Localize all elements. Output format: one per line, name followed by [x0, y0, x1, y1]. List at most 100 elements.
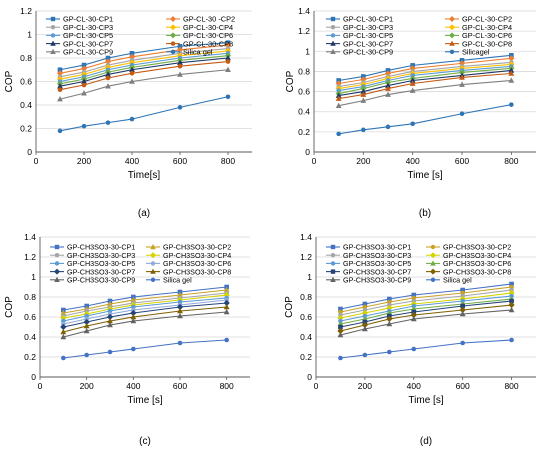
- series-line: [338, 79, 512, 107]
- data-point: [508, 301, 515, 309]
- legend-label: GP-CL-30-CP9: [343, 48, 393, 57]
- series-line: [63, 299, 227, 325]
- data-point: [129, 51, 135, 56]
- series-line: [338, 69, 512, 97]
- legend-swatch-marker: [330, 253, 336, 258]
- legend-item: GP-CH3SO3-30-CP4: [426, 251, 511, 260]
- legend-item: GP-CH3SO3-30-CP2: [146, 243, 231, 252]
- legend-swatch-marker: [449, 40, 455, 46]
- legend-label: GP-CH3SO3-30-CP2: [163, 243, 231, 252]
- series-line: [59, 52, 229, 83]
- series-line: [59, 44, 229, 74]
- data-point: [81, 82, 87, 88]
- data-point: [387, 349, 392, 355]
- legend-label: GP-CL-30-CP6: [462, 31, 512, 40]
- data-point: [386, 320, 393, 327]
- data-point: [460, 303, 465, 309]
- data-point: [410, 121, 415, 127]
- legend-label: GP-CH3SO3-30-CP6: [163, 259, 231, 268]
- data-point: [57, 87, 63, 93]
- series-line: [59, 55, 229, 85]
- data-point: [385, 82, 391, 88]
- y-tick-label: 1.4: [300, 232, 312, 242]
- data-point: [459, 111, 465, 117]
- data-point: [83, 327, 90, 334]
- y-tick-label: 0.8: [20, 53, 32, 63]
- legend-swatch-marker: [54, 244, 60, 250]
- data-point: [337, 331, 344, 338]
- legend-label: GP-CH3SO3-30-CP5: [343, 259, 411, 268]
- legend-swatch-marker: [170, 24, 176, 31]
- legend-label: GP-CL-30 -CP2: [183, 15, 235, 24]
- data-point: [105, 120, 111, 125]
- y-axis-label: COP: [285, 70, 296, 92]
- data-point: [361, 127, 366, 133]
- legend-label: GP-CH3SO3-30-CP4: [163, 251, 231, 260]
- series-line: [63, 294, 227, 319]
- series-8: [335, 70, 515, 101]
- legend-item: Silica gel: [166, 48, 213, 57]
- series-10: [57, 94, 231, 134]
- series-line: [63, 297, 227, 322]
- series-9: [337, 306, 515, 338]
- data-point: [360, 97, 367, 103]
- legend-label: GP-CH3SO3-30-CP3: [67, 251, 135, 260]
- series-8: [337, 301, 515, 335]
- data-point: [223, 303, 230, 310]
- data-point: [335, 92, 342, 98]
- data-point: [60, 328, 67, 335]
- data-point: [410, 315, 417, 322]
- y-tick-label: 0.2: [24, 352, 36, 362]
- x-tick-label: 0: [34, 156, 39, 166]
- legend-item: GP-CL-30-CP4: [445, 23, 512, 32]
- x-tick-label: 600: [173, 381, 187, 391]
- y-tick-label: 0.2: [298, 127, 310, 137]
- legend-item: GP-CH3SO3-30-CP7: [326, 267, 411, 276]
- legend-label: GP-CL-30-CP1: [343, 15, 393, 24]
- legend-item: GP-CL-30-CP5: [46, 31, 113, 40]
- legend-label: GP-CL-30-CP5: [343, 31, 393, 40]
- series-line: [63, 292, 227, 317]
- legend-label: GP-CH3SO3-30-CP4: [443, 251, 511, 260]
- data-point: [83, 318, 90, 326]
- legend-swatch-marker: [50, 48, 56, 54]
- data-point: [106, 313, 114, 321]
- legend-label: GP-CH3SO3-30-CP5: [67, 259, 135, 268]
- data-point: [224, 41, 232, 49]
- legend-label: GP-CL-30-CP3: [63, 23, 113, 32]
- legend-swatch-marker: [330, 48, 336, 54]
- data-point: [362, 301, 368, 307]
- y-axis-label: COP: [4, 70, 15, 92]
- data-point: [360, 91, 367, 97]
- series-line: [340, 304, 512, 332]
- series-line: [338, 72, 512, 100]
- legend-swatch-marker: [330, 25, 336, 30]
- x-tick-label: 600: [173, 156, 187, 166]
- legend-label: GP-CL-30-CP8: [183, 39, 233, 48]
- legend-label: GP-CL-30-CP9: [63, 48, 113, 57]
- x-axis-label: Time [s]: [407, 170, 442, 181]
- data-point: [361, 321, 368, 329]
- legend-label: Silica gel: [183, 48, 213, 57]
- legend-swatch-marker: [449, 32, 455, 39]
- legend-item: GP-CH3SO3-30-CP5: [50, 259, 135, 268]
- data-point: [105, 75, 111, 81]
- legend-label: GP-CL-30-CP4: [183, 23, 233, 32]
- data-point: [177, 307, 183, 314]
- data-point: [509, 281, 514, 287]
- series-9: [57, 66, 231, 102]
- series-line: [340, 283, 512, 310]
- panel-caption: (d): [420, 436, 432, 447]
- legend-swatch-marker: [54, 253, 60, 258]
- data-point: [56, 70, 64, 77]
- chart-panel-1: 0 0.2 0.4 0.6 0.8 1 1.2 0 200 400 600 800 Time[s] COP…: [4, 6, 252, 219]
- y-tick-label: 0.6: [298, 87, 310, 97]
- data-point: [177, 291, 183, 298]
- data-point: [338, 306, 343, 312]
- data-point: [57, 67, 63, 73]
- y-tick-label: 0: [31, 372, 36, 382]
- legend-item: GP-CL-30-CP9: [46, 48, 113, 57]
- legend-item: GP-CH3SO3-30-CP3: [50, 251, 135, 260]
- data-point: [107, 300, 113, 307]
